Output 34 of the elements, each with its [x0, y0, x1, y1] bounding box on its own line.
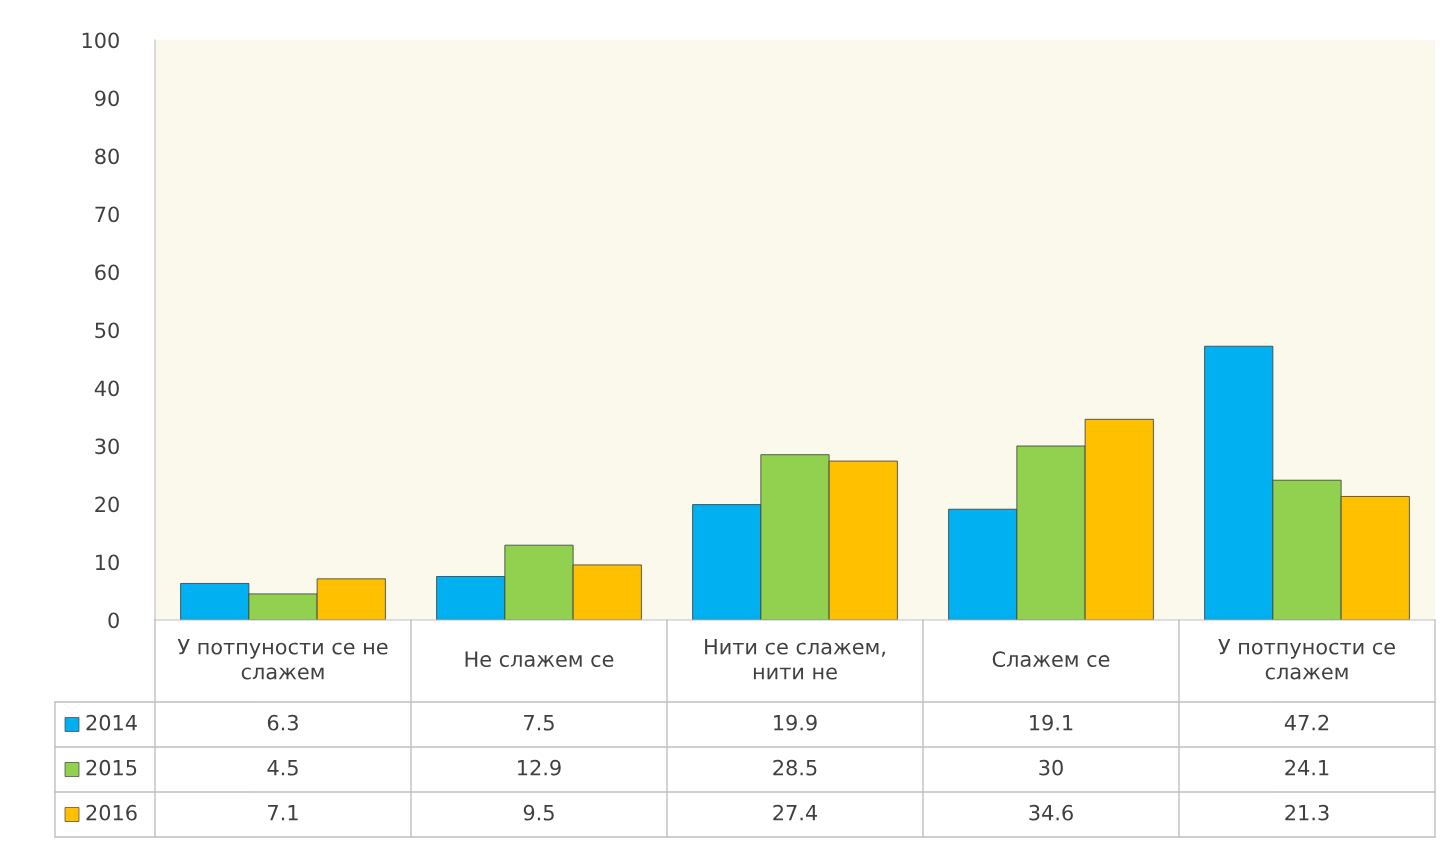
- data-label: 9.5: [523, 804, 554, 821]
- y-tick-label: 80: [95, 148, 119, 165]
- y-tick-label: 70: [95, 206, 119, 223]
- data-label: 28.5: [773, 759, 817, 776]
- y-tick-label: 30: [95, 438, 119, 455]
- data-label: 24.1: [1285, 759, 1329, 776]
- y-tick-label: 20: [95, 496, 119, 513]
- data-label: 7.5: [524, 715, 554, 731]
- legend-label: 2014: [86, 714, 137, 731]
- data-label: 19.9: [774, 714, 817, 731]
- data-label: 30: [1039, 759, 1063, 776]
- data-label: 27.4: [773, 804, 818, 821]
- data-label: 7.1: [268, 805, 298, 821]
- legend-label: 2016: [86, 804, 137, 821]
- data-label: 6.3: [267, 714, 298, 731]
- x-tick-label: Не слажем се: [465, 651, 614, 668]
- data-label: 4.5: [267, 760, 298, 776]
- x-tick-label: У потпуности се не слажем: [177, 639, 388, 680]
- y-tick-label: 100: [82, 32, 119, 49]
- y-tick-label: 10: [96, 554, 119, 571]
- data-label: 19.1: [1030, 714, 1073, 731]
- y-tick-label: 40: [94, 380, 119, 397]
- y-tick-label: 90: [95, 90, 119, 107]
- data-label: 34.6: [1029, 804, 1073, 821]
- y-tick-label: 50: [95, 322, 119, 339]
- data-label: 21.3: [1285, 804, 1329, 821]
- x-tick-label: У потпуности се слажем: [1218, 639, 1395, 680]
- x-tick-label: Слажем се: [992, 651, 1110, 668]
- y-tick-label: 60: [95, 264, 119, 281]
- y-tick-label: 0: [108, 612, 119, 629]
- x-tick-label: Нити се слажем, нити не: [705, 639, 885, 680]
- legend-label: 2015: [86, 759, 137, 776]
- data-label: 12.9: [518, 759, 561, 776]
- data-label: 47.2: [1284, 714, 1329, 731]
